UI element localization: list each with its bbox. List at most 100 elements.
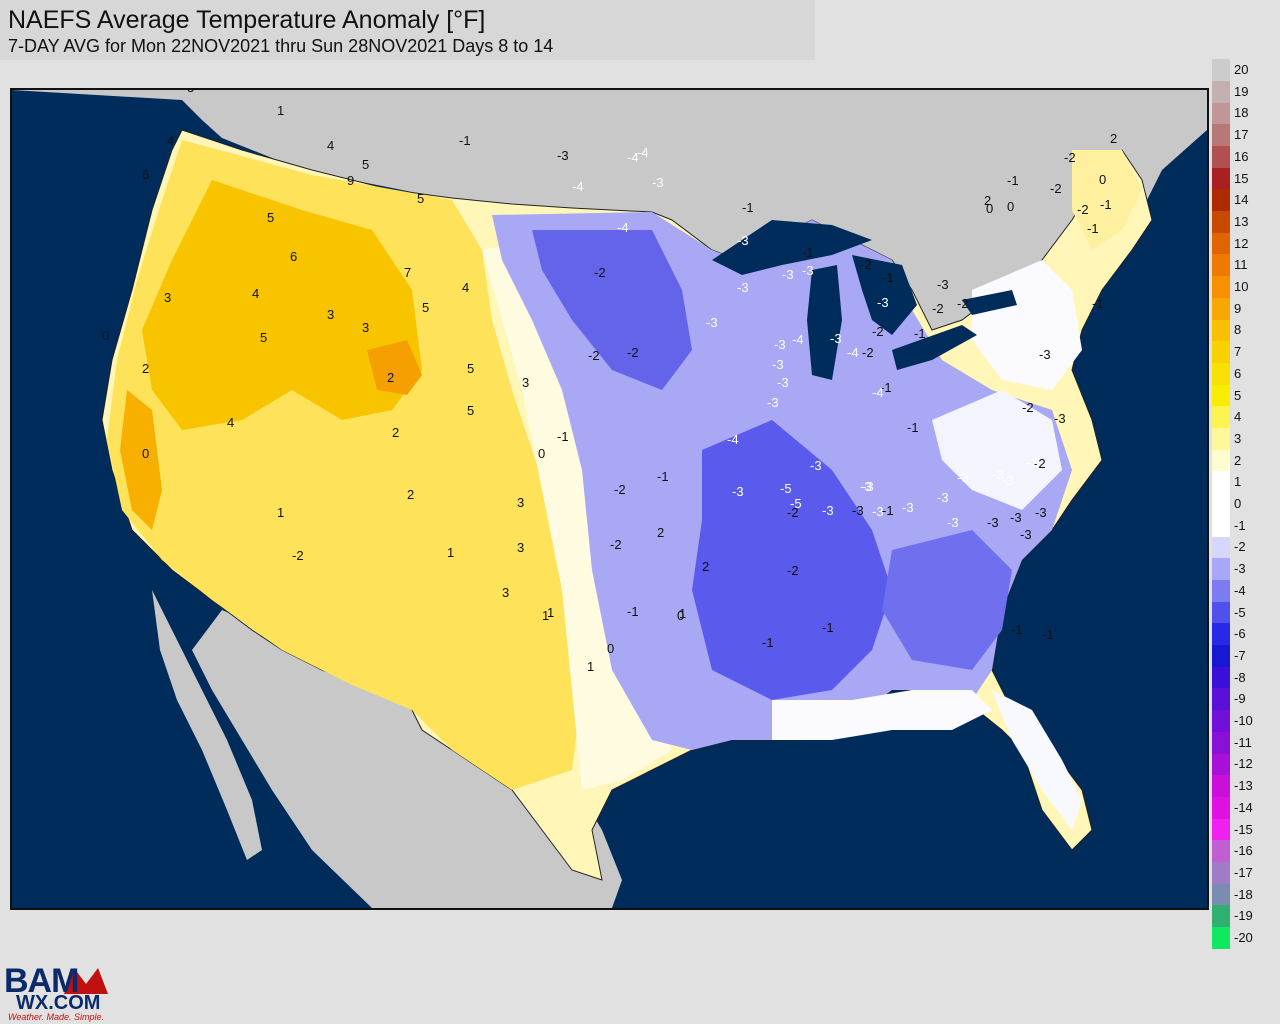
anomaly-value-label: 2 (657, 525, 664, 540)
anomaly-value-label: 1 (542, 608, 549, 623)
anomaly-value-label: -3 (1020, 527, 1032, 542)
anomaly-value-label: -3 (706, 315, 718, 330)
anomaly-value-label: 6 (290, 249, 297, 264)
scale-swatch (1212, 384, 1230, 407)
anomaly-value-label: -1 (882, 503, 894, 518)
logo-tagline: Weather. Made. Simple. (8, 1012, 105, 1022)
scale-swatch (1212, 818, 1230, 841)
scale-tick-label: 15 (1234, 170, 1249, 186)
scale-tick-label: 8 (1234, 322, 1242, 338)
anomaly-value-label: -2 (1050, 181, 1062, 196)
scale-swatch (1212, 167, 1230, 190)
scale-tick-label: -14 (1234, 799, 1253, 815)
scale-swatch (1212, 514, 1230, 537)
anomaly-value-label: 1 (679, 606, 686, 621)
cold-core-north (532, 230, 692, 390)
scale-tick-label: 4 (1234, 409, 1242, 425)
scale-swatch (1212, 319, 1230, 342)
scale-swatch (1212, 449, 1230, 472)
scale-tick-label: -6 (1234, 626, 1246, 642)
cold-core-mississippi (692, 420, 892, 700)
anomaly-value-label: -3 (822, 503, 834, 518)
anomaly-value-label: 5 (467, 361, 474, 376)
warm-west-core (142, 180, 422, 430)
scale-swatch (1212, 862, 1230, 884)
anomaly-value-label: -1 (557, 429, 569, 444)
anomaly-value-label: -3 (802, 263, 814, 278)
anomaly-value-label: 3 (164, 290, 171, 305)
anomaly-value-label: -2 (1064, 150, 1076, 165)
anomaly-value-label: 4 (167, 133, 174, 148)
anomaly-value-label: 9 (347, 173, 354, 188)
scale-swatch (1212, 688, 1230, 711)
scale-tick-label: -4 (1234, 582, 1246, 598)
anomaly-value-label: -4 (847, 345, 859, 360)
anomaly-value-label: -3 (1002, 473, 1014, 488)
scale-swatch (1212, 189, 1230, 212)
anomaly-value-label: -3 (1039, 347, 1051, 362)
anomaly-value-label: -2 (957, 296, 969, 311)
scale-tick-label: 1 (1234, 474, 1242, 490)
anomaly-value-label: -3 (782, 267, 794, 282)
logo-text-bam: BAM (4, 962, 79, 1000)
scale-tick-label: -18 (1234, 886, 1253, 902)
anomaly-value-label: 5 (417, 191, 424, 206)
scale-tick-label: 12 (1234, 235, 1249, 251)
anomaly-value-label: -3 (860, 479, 872, 494)
anomaly-value-label: 5 (422, 300, 429, 315)
scale-swatch (1212, 927, 1230, 949)
anomaly-value-label: -1 (1042, 627, 1054, 642)
lake-erie (892, 325, 977, 370)
anomaly-value-label: -1 (822, 620, 834, 635)
anomaly-value-label: -3 (992, 467, 1004, 482)
anomaly-value-label: -3 (557, 148, 569, 163)
title-box: NAEFS Average Temperature Anomaly [°F] 7… (0, 0, 815, 60)
anomaly-value-label: -3 (774, 337, 786, 352)
anomaly-value-label: 3 (327, 307, 334, 322)
anomaly-value-label: 1 (547, 605, 554, 620)
anomaly-value-label: -2 (614, 482, 626, 497)
scale-swatch (1212, 623, 1230, 646)
anomaly-value-label: -3 (902, 500, 914, 515)
anomaly-value-label: -4 (617, 220, 629, 235)
scale-swatch (1212, 666, 1230, 689)
map-canvas: 4632145955367544353023255420312-21313111… (12, 90, 1207, 908)
anomaly-value-label: -3 (987, 515, 999, 530)
anomaly-value-label: 1 (587, 659, 594, 674)
anomaly-value-label: -4 (727, 432, 739, 447)
anomaly-value-label: -1 (459, 133, 471, 148)
scale-swatch (1212, 579, 1230, 602)
anomaly-value-label: 1 (277, 505, 284, 520)
scale-swatch (1212, 145, 1230, 168)
anomaly-value-label: -1 (627, 604, 639, 619)
scale-swatch (1212, 232, 1230, 255)
map-subtitle: 7-DAY AVG for Mon 22NOV2021 thru Sun 28N… (8, 36, 554, 56)
scale-tick-label: 10 (1234, 279, 1249, 294)
scale-swatch (1212, 297, 1230, 320)
anomaly-value-label: -1 (657, 469, 669, 484)
anomaly-value-label: -3 (732, 484, 744, 499)
anomaly-value-label: 3 (517, 495, 524, 510)
white-appalachian (932, 390, 1062, 510)
anomaly-value-label: 4 (462, 280, 469, 295)
anomaly-value-label: -2 (872, 324, 884, 339)
great-lakes (712, 220, 1017, 380)
anomaly-value-label: 2 (1110, 131, 1117, 146)
scale-tick-label: -13 (1234, 778, 1253, 794)
scale-tick-label: 19 (1234, 83, 1249, 99)
scale-swatch (1212, 796, 1230, 819)
mexico-land (192, 610, 622, 908)
scale-tick-label: -20 (1234, 930, 1253, 945)
anomaly-value-label: -2 (1034, 456, 1046, 471)
anomaly-value-label: 0 (142, 446, 149, 461)
anomaly-value-label: -1 (802, 245, 814, 260)
anomaly-value-label: 0 (677, 608, 684, 623)
anomaly-value-label: 2 (387, 370, 394, 385)
anomaly-value-label: -3 (1010, 510, 1022, 525)
anomaly-value-label: 2 (407, 487, 414, 502)
anomaly-value-label: 2 (392, 425, 399, 440)
scale-tick-label: 9 (1234, 300, 1242, 316)
scale-swatch (1212, 59, 1230, 81)
anomaly-value-label: 3 (517, 540, 524, 555)
anomaly-value-label: -3 (777, 375, 789, 390)
